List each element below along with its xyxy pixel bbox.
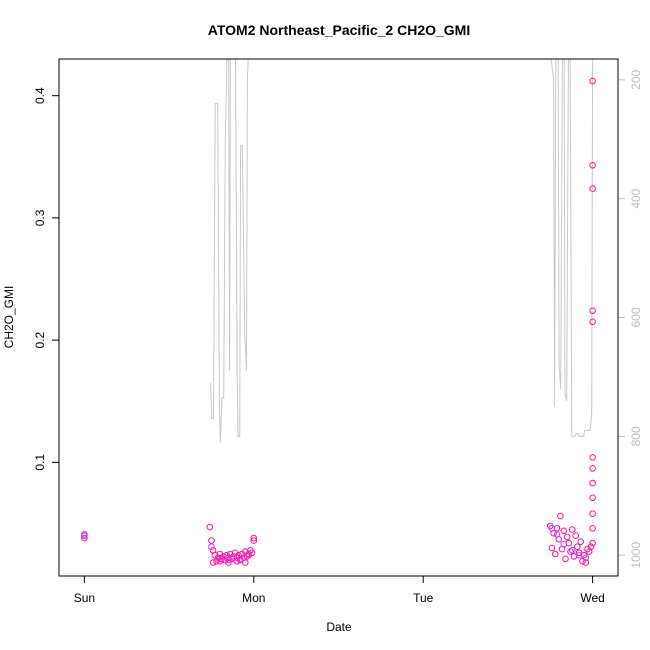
- plot-frame: [58, 58, 619, 577]
- data-point: [552, 550, 559, 558]
- data-point: [575, 549, 583, 557]
- data-point: [548, 544, 556, 552]
- data-point: [557, 512, 564, 520]
- data-point: [208, 537, 215, 544]
- data-point: [589, 494, 596, 502]
- data-point: [577, 538, 585, 546]
- data-point: [589, 185, 596, 192]
- data-point: [242, 559, 249, 566]
- data-point: [582, 554, 590, 562]
- data-point: [589, 307, 596, 315]
- data-point: [216, 555, 224, 563]
- data-point: [216, 558, 224, 565]
- data-point: [589, 465, 596, 472]
- data-point: [208, 543, 215, 551]
- chart-title: ATOM2 Northeast_Pacific_2 CH2O_GMI: [208, 22, 470, 38]
- data-point: [209, 559, 217, 566]
- data-point: [553, 525, 561, 532]
- data-point: [250, 534, 258, 542]
- data-point: [587, 543, 595, 551]
- data-point: [589, 318, 596, 326]
- data-point: [230, 554, 237, 562]
- data-point: [589, 162, 596, 169]
- data-point: [225, 559, 232, 566]
- right-y-tick-label: 600: [629, 307, 643, 327]
- data-point: [560, 527, 568, 535]
- data-point: [589, 77, 596, 85]
- data-point: [589, 525, 596, 532]
- data-point: [589, 539, 596, 547]
- data-point: [560, 540, 568, 548]
- data-point: [574, 543, 581, 551]
- y-tick-label: 0.2: [33, 331, 47, 348]
- x-tick-label: Wed: [580, 591, 604, 605]
- data-point: [579, 558, 586, 565]
- right-y-tick-label: 1000: [629, 542, 643, 569]
- series-line: [546, 59, 594, 437]
- right-y-tick-label: 200: [629, 69, 643, 89]
- data-point: [589, 479, 596, 487]
- data-point: [237, 555, 244, 563]
- data-point: [206, 523, 214, 531]
- data-point: [250, 537, 258, 544]
- data-point: [582, 559, 590, 566]
- right-y-tick-label: 800: [629, 426, 643, 446]
- data-point: [81, 534, 88, 542]
- data-point: [589, 454, 596, 461]
- series-line: [210, 59, 253, 443]
- y-tick-label: 0.4: [33, 87, 47, 104]
- y-tick-label: 0.1: [33, 454, 47, 471]
- data-point: [553, 531, 561, 538]
- right-y-tick-label: 400: [629, 188, 643, 208]
- x-tick-label: Tue: [413, 591, 434, 605]
- data-point: [569, 526, 576, 533]
- x-tick-label: Mon: [242, 591, 265, 605]
- x-axis-label: Date: [326, 620, 352, 634]
- data-point: [572, 532, 580, 540]
- data-point: [245, 551, 252, 559]
- x-tick-label: Sun: [74, 591, 95, 605]
- data-point: [589, 510, 596, 518]
- y-tick-label: 0.3: [33, 209, 47, 226]
- data-point: [81, 531, 88, 538]
- data-point: [575, 551, 583, 559]
- data-point: [225, 556, 232, 564]
- data-point: [569, 547, 576, 554]
- data-point: [548, 525, 556, 532]
- data-point: [563, 533, 571, 541]
- y-axis-label: CH2O_GMI: [2, 286, 16, 349]
- data-point: [567, 548, 574, 555]
- data-point: [562, 555, 569, 563]
